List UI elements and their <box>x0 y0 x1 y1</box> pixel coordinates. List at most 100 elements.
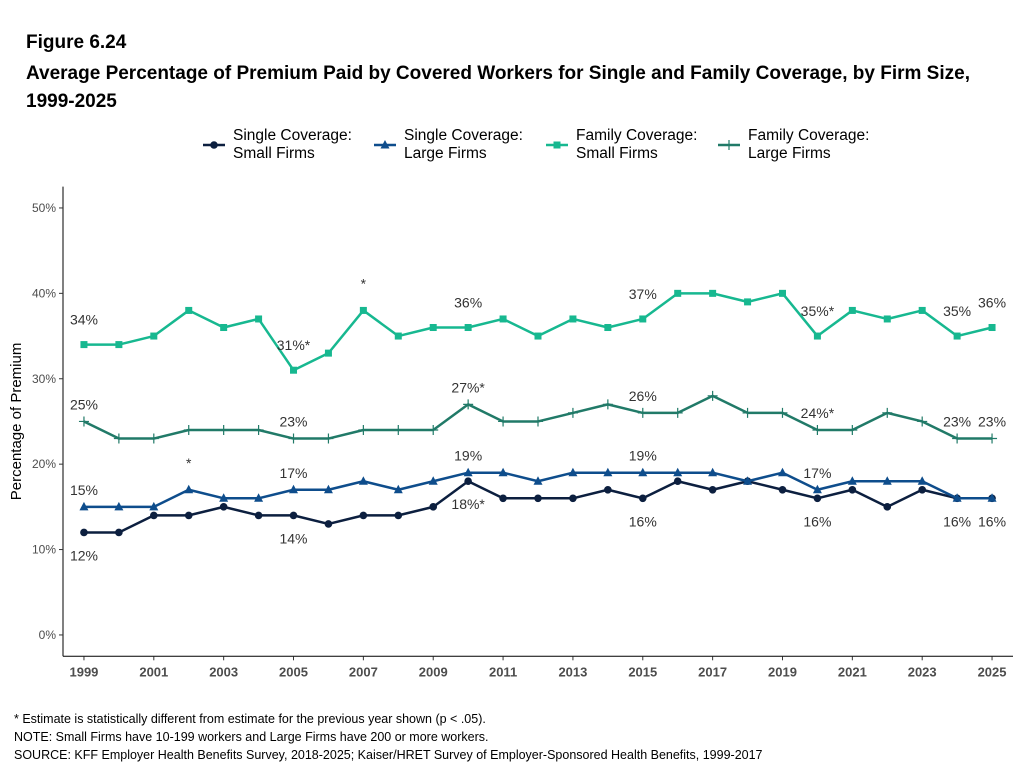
point <box>743 476 753 485</box>
data-label: 17% <box>279 465 307 481</box>
data-label: 26% <box>629 388 657 404</box>
point <box>184 511 193 520</box>
point <box>78 416 89 427</box>
point <box>778 289 786 297</box>
y-tick-label: 20% <box>32 457 56 471</box>
data-label: 18%* <box>451 496 485 512</box>
point <box>499 315 507 323</box>
point <box>183 424 194 435</box>
point <box>777 467 787 477</box>
point <box>638 467 648 477</box>
data-label: 36% <box>978 295 1006 311</box>
x-tick-label: 2023 <box>908 664 937 679</box>
point <box>359 306 367 314</box>
legend-label: Single Coverage: Large Firms <box>404 127 523 162</box>
x-tick-label: 2003 <box>209 664 238 679</box>
point <box>290 366 298 374</box>
point <box>918 485 926 494</box>
point <box>533 476 543 485</box>
point <box>428 424 439 435</box>
point <box>115 528 123 537</box>
data-label: 23% <box>279 414 307 430</box>
point <box>113 433 124 444</box>
point <box>709 289 717 297</box>
data-label: 25% <box>70 396 98 412</box>
point <box>568 467 578 477</box>
x-tick-label: 2017 <box>698 664 727 679</box>
point <box>429 503 438 511</box>
point <box>569 494 577 503</box>
data-label: 16% <box>629 513 657 529</box>
point <box>218 424 229 435</box>
point <box>847 476 857 485</box>
y-axis-title: Percentage of Premium <box>8 343 25 501</box>
data-label: 24%* <box>801 405 835 421</box>
data-label: 19% <box>454 448 482 464</box>
x-tick-label: 2007 <box>349 664 378 679</box>
point <box>847 424 858 435</box>
point <box>569 315 577 323</box>
point <box>80 341 88 349</box>
point <box>638 494 647 503</box>
point <box>220 324 228 332</box>
point <box>742 407 753 418</box>
point <box>533 416 543 427</box>
data-label: 23% <box>943 414 971 430</box>
point <box>428 476 438 485</box>
point <box>394 511 403 520</box>
point <box>988 324 996 332</box>
legend-label: Family Coverage: Small Firms <box>576 127 698 162</box>
point <box>777 407 788 418</box>
point <box>534 494 542 503</box>
footnote: SOURCE: KFF Employer Health Benefits Sur… <box>14 748 763 762</box>
point <box>708 485 717 494</box>
point <box>672 407 683 418</box>
data-label: 23% <box>978 414 1006 430</box>
legend-marker <box>380 140 390 149</box>
point <box>567 407 578 418</box>
point <box>150 511 158 520</box>
legend-label: Family Coverage: Large Firms <box>748 127 870 162</box>
annotation: * <box>361 275 367 291</box>
chart-title: Average Percentage of Premium Paid by Co… <box>26 63 970 112</box>
legend-marker <box>724 140 734 150</box>
point <box>952 493 962 502</box>
point <box>674 289 682 297</box>
point <box>707 390 718 401</box>
point <box>219 493 229 502</box>
point <box>358 424 369 435</box>
series-line <box>83 292 993 372</box>
point <box>464 324 472 332</box>
figure-label: Figure 6.24 <box>26 32 127 53</box>
point <box>637 407 648 418</box>
point <box>219 503 228 511</box>
point <box>952 433 963 444</box>
point <box>115 341 123 349</box>
data-label: 37% <box>629 286 657 302</box>
point <box>987 493 997 502</box>
point <box>812 424 823 435</box>
x-tick-label: 2021 <box>838 664 867 679</box>
point <box>812 484 822 494</box>
point <box>918 306 926 314</box>
point <box>917 476 927 485</box>
legend-item <box>374 140 396 149</box>
data-label: 17% <box>803 465 831 481</box>
point <box>114 501 124 511</box>
legend-label: Single Coverage: Small Firms <box>233 127 352 162</box>
y-tick-label: 0% <box>39 628 57 642</box>
point <box>604 485 612 494</box>
legend-marker <box>553 141 561 149</box>
point <box>185 306 193 314</box>
point <box>463 399 474 410</box>
point <box>149 501 159 511</box>
point <box>813 332 821 340</box>
data-label: 14% <box>279 530 307 546</box>
point <box>254 493 264 502</box>
point <box>848 485 857 494</box>
point <box>987 433 998 444</box>
point <box>953 332 961 340</box>
point <box>394 332 402 340</box>
